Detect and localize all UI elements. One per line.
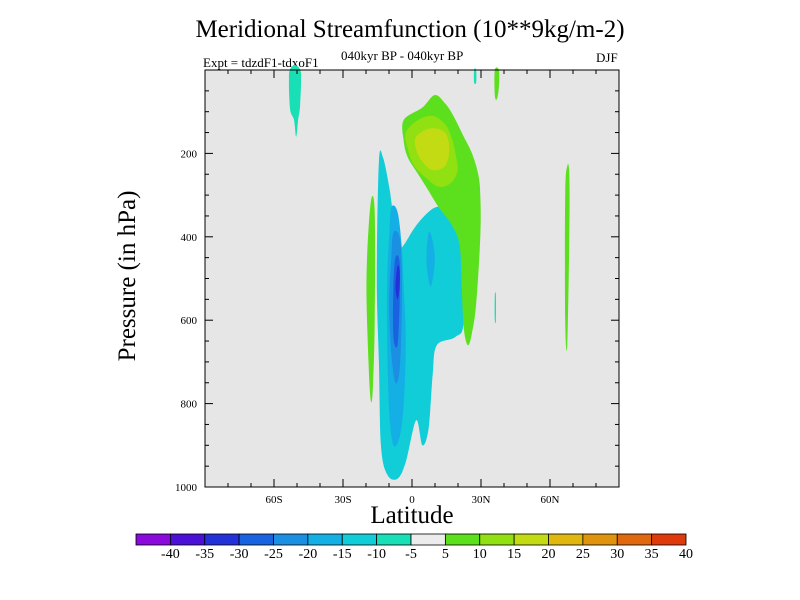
x-axis-label: Latitude (370, 502, 454, 529)
contour-region-9 (366, 195, 376, 403)
colorbar-label: 15 (507, 547, 521, 562)
colorbar-swatch (204, 533, 240, 546)
colorbar-label: -10 (367, 547, 386, 562)
colorbar-label: -40 (161, 547, 180, 562)
colorbar-label: 20 (542, 547, 556, 562)
colorbar-label: 35 (645, 547, 659, 562)
colorbar-swatch (513, 533, 549, 546)
season-label: DJF (596, 50, 618, 65)
colorbar-label: 5 (442, 547, 449, 562)
colorbar-swatch (410, 533, 446, 546)
colorbar-label: 25 (576, 547, 590, 562)
contour-region-11 (288, 65, 302, 137)
colorbar-label: 30 (610, 547, 624, 562)
experiment-label: Expt = tdzdF1-tdxoF1 (203, 55, 319, 70)
contour-region-14 (473, 68, 477, 85)
contour-region-13 (564, 163, 570, 351)
colorbar-swatch (238, 533, 274, 546)
contour-region-2 (426, 231, 435, 287)
colorbar-swatch (582, 533, 618, 546)
colorbar-label: -5 (405, 547, 417, 562)
colorbar-swatch (169, 533, 206, 546)
colorbar-swatch (135, 533, 171, 546)
colorbar: -40 -35 -30 -25 -20 -15 -10 -5 5 10 15 20 25 30 35 40 (135, 533, 693, 562)
y-tick-label: 600 (181, 315, 198, 327)
x-tick-label: 0 (409, 494, 415, 506)
chart-subtitle: 040kyr BP - 040kyr BP (341, 48, 464, 63)
colorbar-label: -35 (195, 547, 214, 562)
colorbar-label: -20 (299, 547, 318, 562)
colorbar-label: 40 (679, 547, 693, 562)
contour-region-12 (494, 67, 500, 100)
contour-region-15 (494, 292, 497, 324)
colorbar-swatch (341, 533, 378, 546)
contour-region-8 (414, 128, 450, 171)
colorbar-swatch (651, 533, 687, 546)
y-tick-label: 1000 (175, 482, 198, 494)
chart-title: Meridional Streamfunction (10**9kg/m-2) (195, 16, 625, 43)
contour-region-5 (395, 264, 400, 300)
y-tick-label: 400 (181, 232, 198, 244)
colorbar-label: -30 (230, 547, 249, 562)
colorbar-label: -25 (264, 547, 283, 562)
colorbar-label: -15 (333, 547, 352, 562)
plot-axes: 200 400 600 800 1000 60S 30S 0 30N 60N (175, 69, 620, 506)
contour-regions (288, 65, 570, 480)
x-tick-label: 60S (265, 494, 282, 506)
y-tick-label: 800 (181, 399, 198, 411)
colorbar-swatch (444, 533, 481, 546)
x-tick-label: 60N (541, 494, 560, 506)
colorbar-swatch (273, 533, 309, 546)
colorbar-swatch (616, 533, 653, 546)
colorbar-swatch (548, 533, 584, 546)
colorbar-label: 10 (473, 547, 487, 562)
colorbar-swatch (307, 533, 343, 546)
colorbar-swatch (376, 533, 412, 546)
y-tick-label: 200 (181, 148, 198, 160)
x-tick-label: 30N (472, 494, 491, 506)
x-tick-label: 30S (334, 494, 351, 506)
colorbar-swatch (479, 533, 515, 546)
